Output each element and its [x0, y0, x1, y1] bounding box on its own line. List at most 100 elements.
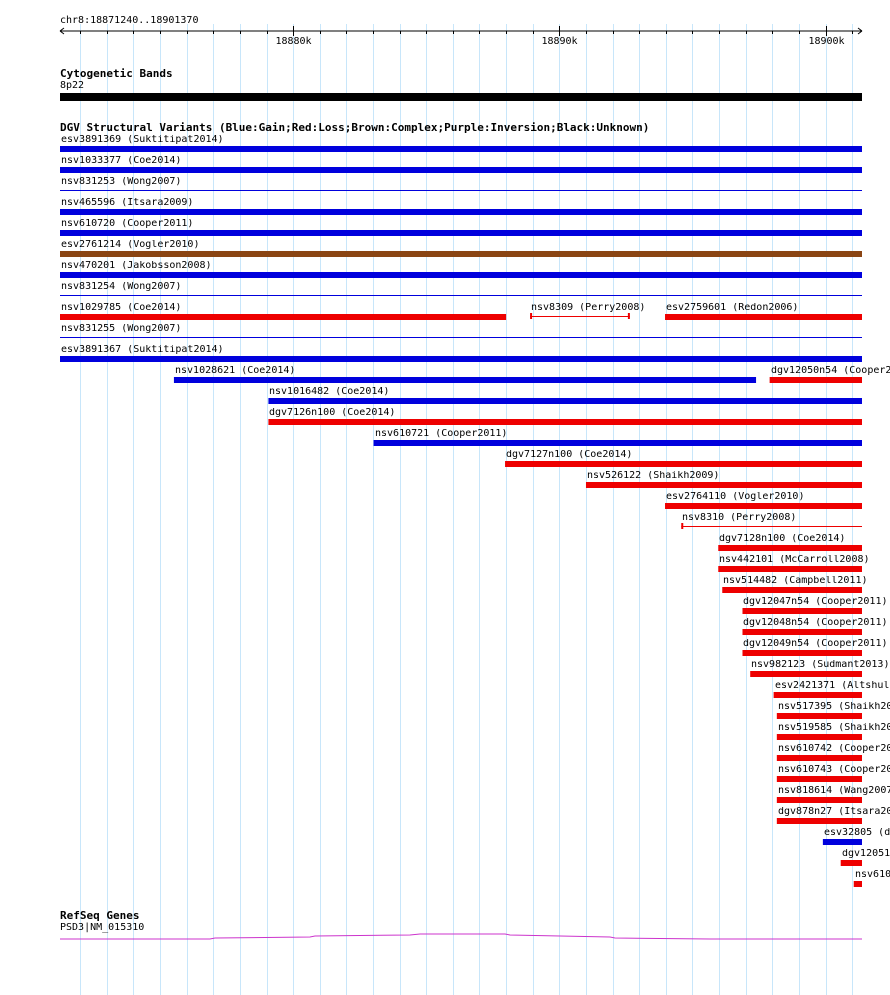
sv-feature-label[interactable]: esv2421371 (Altshuler2010): [775, 681, 890, 691]
sv-feature-cap: [627, 313, 630, 319]
sv-feature-bar[interactable]: [60, 167, 862, 173]
sv-feature-bar[interactable]: [373, 440, 862, 446]
sv-feature-bar[interactable]: [776, 755, 862, 761]
sv-feature-label[interactable]: dgv7128n100 (Coe2014): [719, 534, 846, 544]
sv-feature-label[interactable]: dgv878n27 (Itsara2009): [778, 807, 890, 817]
sv-feature-label[interactable]: esv3891369 (Suktitipat2014): [61, 135, 224, 145]
sv-feature-bar[interactable]: [268, 419, 863, 425]
sv-feature-bar[interactable]: [665, 314, 862, 320]
sv-feature-cap: [530, 313, 533, 319]
sv-feature-label[interactable]: dgv12051n54 (Cooper2011): [842, 849, 890, 859]
sv-feature-bar[interactable]: [776, 818, 862, 824]
sv-feature-bar[interactable]: [60, 146, 862, 152]
sv-feature-label[interactable]: nsv610720 (Cooper2011): [61, 219, 194, 229]
ruler-coordinates: chr8:18871240..18901370: [60, 15, 199, 26]
sv-feature-label[interactable]: esv2764110 (Vogler2010): [666, 492, 805, 502]
sv-feature-label[interactable]: nsv610743 (Cooper2011): [778, 765, 890, 775]
refseq-track-title: RefSeq Genes: [60, 909, 140, 922]
sv-feature-bar[interactable]: [505, 461, 862, 467]
sv-feature-label[interactable]: nsv610721 (Cooper2011): [375, 429, 508, 439]
sv-feature-cap: [681, 523, 684, 529]
sv-feature-label[interactable]: nsv1029785 (Coe2014): [61, 303, 182, 313]
sv-feature-bar[interactable]: [776, 776, 862, 782]
dgv-feature-layer: [60, 146, 863, 887]
ruler-tick-label: 18900k: [808, 36, 844, 47]
sv-feature-line[interactable]: [530, 316, 630, 317]
sv-feature-bar[interactable]: [776, 713, 862, 719]
sv-feature-label[interactable]: esv32805 (de Smith2007): [824, 828, 890, 838]
sv-feature-bar[interactable]: [60, 251, 862, 257]
sv-feature-label[interactable]: dgv12049n54 (Cooper2011): [743, 639, 888, 649]
ruler-left-arrow: [59, 27, 65, 35]
sv-feature-bar[interactable]: [173, 377, 757, 383]
sv-feature-label[interactable]: esv2759601 (Redon2006): [666, 303, 799, 313]
ruler-right-arrow: [857, 27, 863, 35]
ruler-ticks: 18880k 18890k 18900k: [80, 26, 853, 47]
sv-feature-bar[interactable]: [718, 545, 862, 551]
sv-feature-bar[interactable]: [853, 881, 862, 887]
sv-feature-line[interactable]: [681, 526, 862, 527]
sv-feature-bar[interactable]: [840, 860, 862, 866]
sv-feature-label[interactable]: nsv831255 (Wong2007): [61, 324, 182, 334]
sv-feature-label[interactable]: nsv1016482 (Coe2014): [269, 387, 390, 397]
dgv-track-title: DGV Structural Variants (Blue:Gain;Red:L…: [60, 121, 650, 134]
sv-feature-bar[interactable]: [769, 377, 862, 383]
sv-feature-bar[interactable]: [776, 797, 862, 803]
sv-feature-bar[interactable]: [742, 650, 862, 656]
sv-feature-bar[interactable]: [60, 272, 862, 278]
sv-feature-label[interactable]: nsv514482 (Campbell2011): [723, 576, 868, 586]
ruler: 18880k 18890k 18900k: [59, 26, 863, 47]
sv-feature-label[interactable]: dgv12047n54 (Cooper2011): [743, 597, 888, 607]
sv-feature-bar[interactable]: [822, 839, 862, 845]
sv-feature-line[interactable]: [60, 190, 862, 191]
sv-feature-bar[interactable]: [60, 230, 862, 236]
ruler-tick-label: 18880k: [275, 36, 311, 47]
sv-feature-label[interactable]: dgv7126n100 (Coe2014): [269, 408, 396, 418]
cytoband-label: 8p22: [60, 80, 85, 91]
sv-feature-bar[interactable]: [718, 566, 862, 572]
sv-feature-label[interactable]: nsv1028621 (Coe2014): [175, 366, 296, 376]
sv-feature-bar[interactable]: [776, 734, 862, 740]
sv-feature-label[interactable]: dgv12050n54 (Cooper2011): [771, 366, 890, 376]
sv-feature-label[interactable]: nsv610742 (Cooper2011): [778, 744, 890, 754]
sv-feature-bar[interactable]: [268, 398, 863, 404]
sv-feature-label[interactable]: esv3891367 (Suktitipat2014): [61, 345, 224, 355]
gene-psd3-line[interactable]: [60, 933, 862, 940]
sv-feature-label[interactable]: nsv526122 (Shaikh2009): [587, 471, 720, 481]
sv-feature-label[interactable]: nsv1033377 (Coe2014): [61, 156, 182, 166]
sv-feature-line[interactable]: [60, 337, 862, 338]
sv-feature-label[interactable]: nsv8310 (Perry2008): [682, 513, 797, 523]
sv-feature-bar[interactable]: [750, 671, 862, 677]
cytoband-track-title: Cytogenetic Bands: [60, 67, 173, 80]
sv-feature-line[interactable]: [60, 295, 862, 296]
sv-feature-bar[interactable]: [60, 314, 507, 320]
refseq-gene-layer: [60, 933, 862, 940]
sv-feature-label[interactable]: nsv831253 (Wong2007): [61, 177, 182, 187]
sv-feature-label[interactable]: nsv442101 (McCarroll2008): [719, 555, 870, 565]
cytoband-bar[interactable]: [60, 93, 862, 101]
sv-feature-label[interactable]: nsv517395 (Shaikh2009): [778, 702, 890, 712]
sv-feature-label[interactable]: esv2761214 (Vogler2010): [61, 240, 200, 250]
sv-feature-label[interactable]: nsv982123 (Sudmant2013): [751, 660, 890, 670]
sv-feature-bar[interactable]: [722, 587, 862, 593]
sv-feature-bar[interactable]: [665, 503, 862, 509]
sv-feature-bar[interactable]: [585, 482, 862, 488]
ruler-tick-label: 18890k: [541, 36, 577, 47]
grid-lines: [80, 24, 853, 995]
sv-feature-bar[interactable]: [773, 692, 862, 698]
sv-feature-bar[interactable]: [742, 608, 862, 614]
sv-feature-label[interactable]: nsv519585 (Shaikh2009): [778, 723, 890, 733]
sv-feature-label[interactable]: nsv831254 (Wong2007): [61, 282, 182, 292]
sv-feature-label[interactable]: nsv610744 (Cooper2011): [855, 870, 890, 880]
sv-feature-label[interactable]: nsv8309 (Perry2008): [531, 303, 646, 313]
sv-feature-label[interactable]: nsv465596 (Itsara2009): [61, 198, 194, 208]
sv-feature-label[interactable]: nsv470201 (Jakobsson2008): [61, 261, 212, 271]
sv-feature-bar[interactable]: [742, 629, 862, 635]
sv-feature-label[interactable]: nsv818614 (Wang2007): [778, 786, 890, 796]
sv-feature-label[interactable]: dgv7127n100 (Coe2014): [506, 450, 633, 460]
sv-feature-bar[interactable]: [60, 356, 862, 362]
sv-feature-bar[interactable]: [60, 209, 862, 215]
refseq-gene-label[interactable]: PSD3|NM_015310: [60, 922, 145, 933]
sv-feature-label[interactable]: dgv12048n54 (Cooper2011): [743, 618, 888, 628]
